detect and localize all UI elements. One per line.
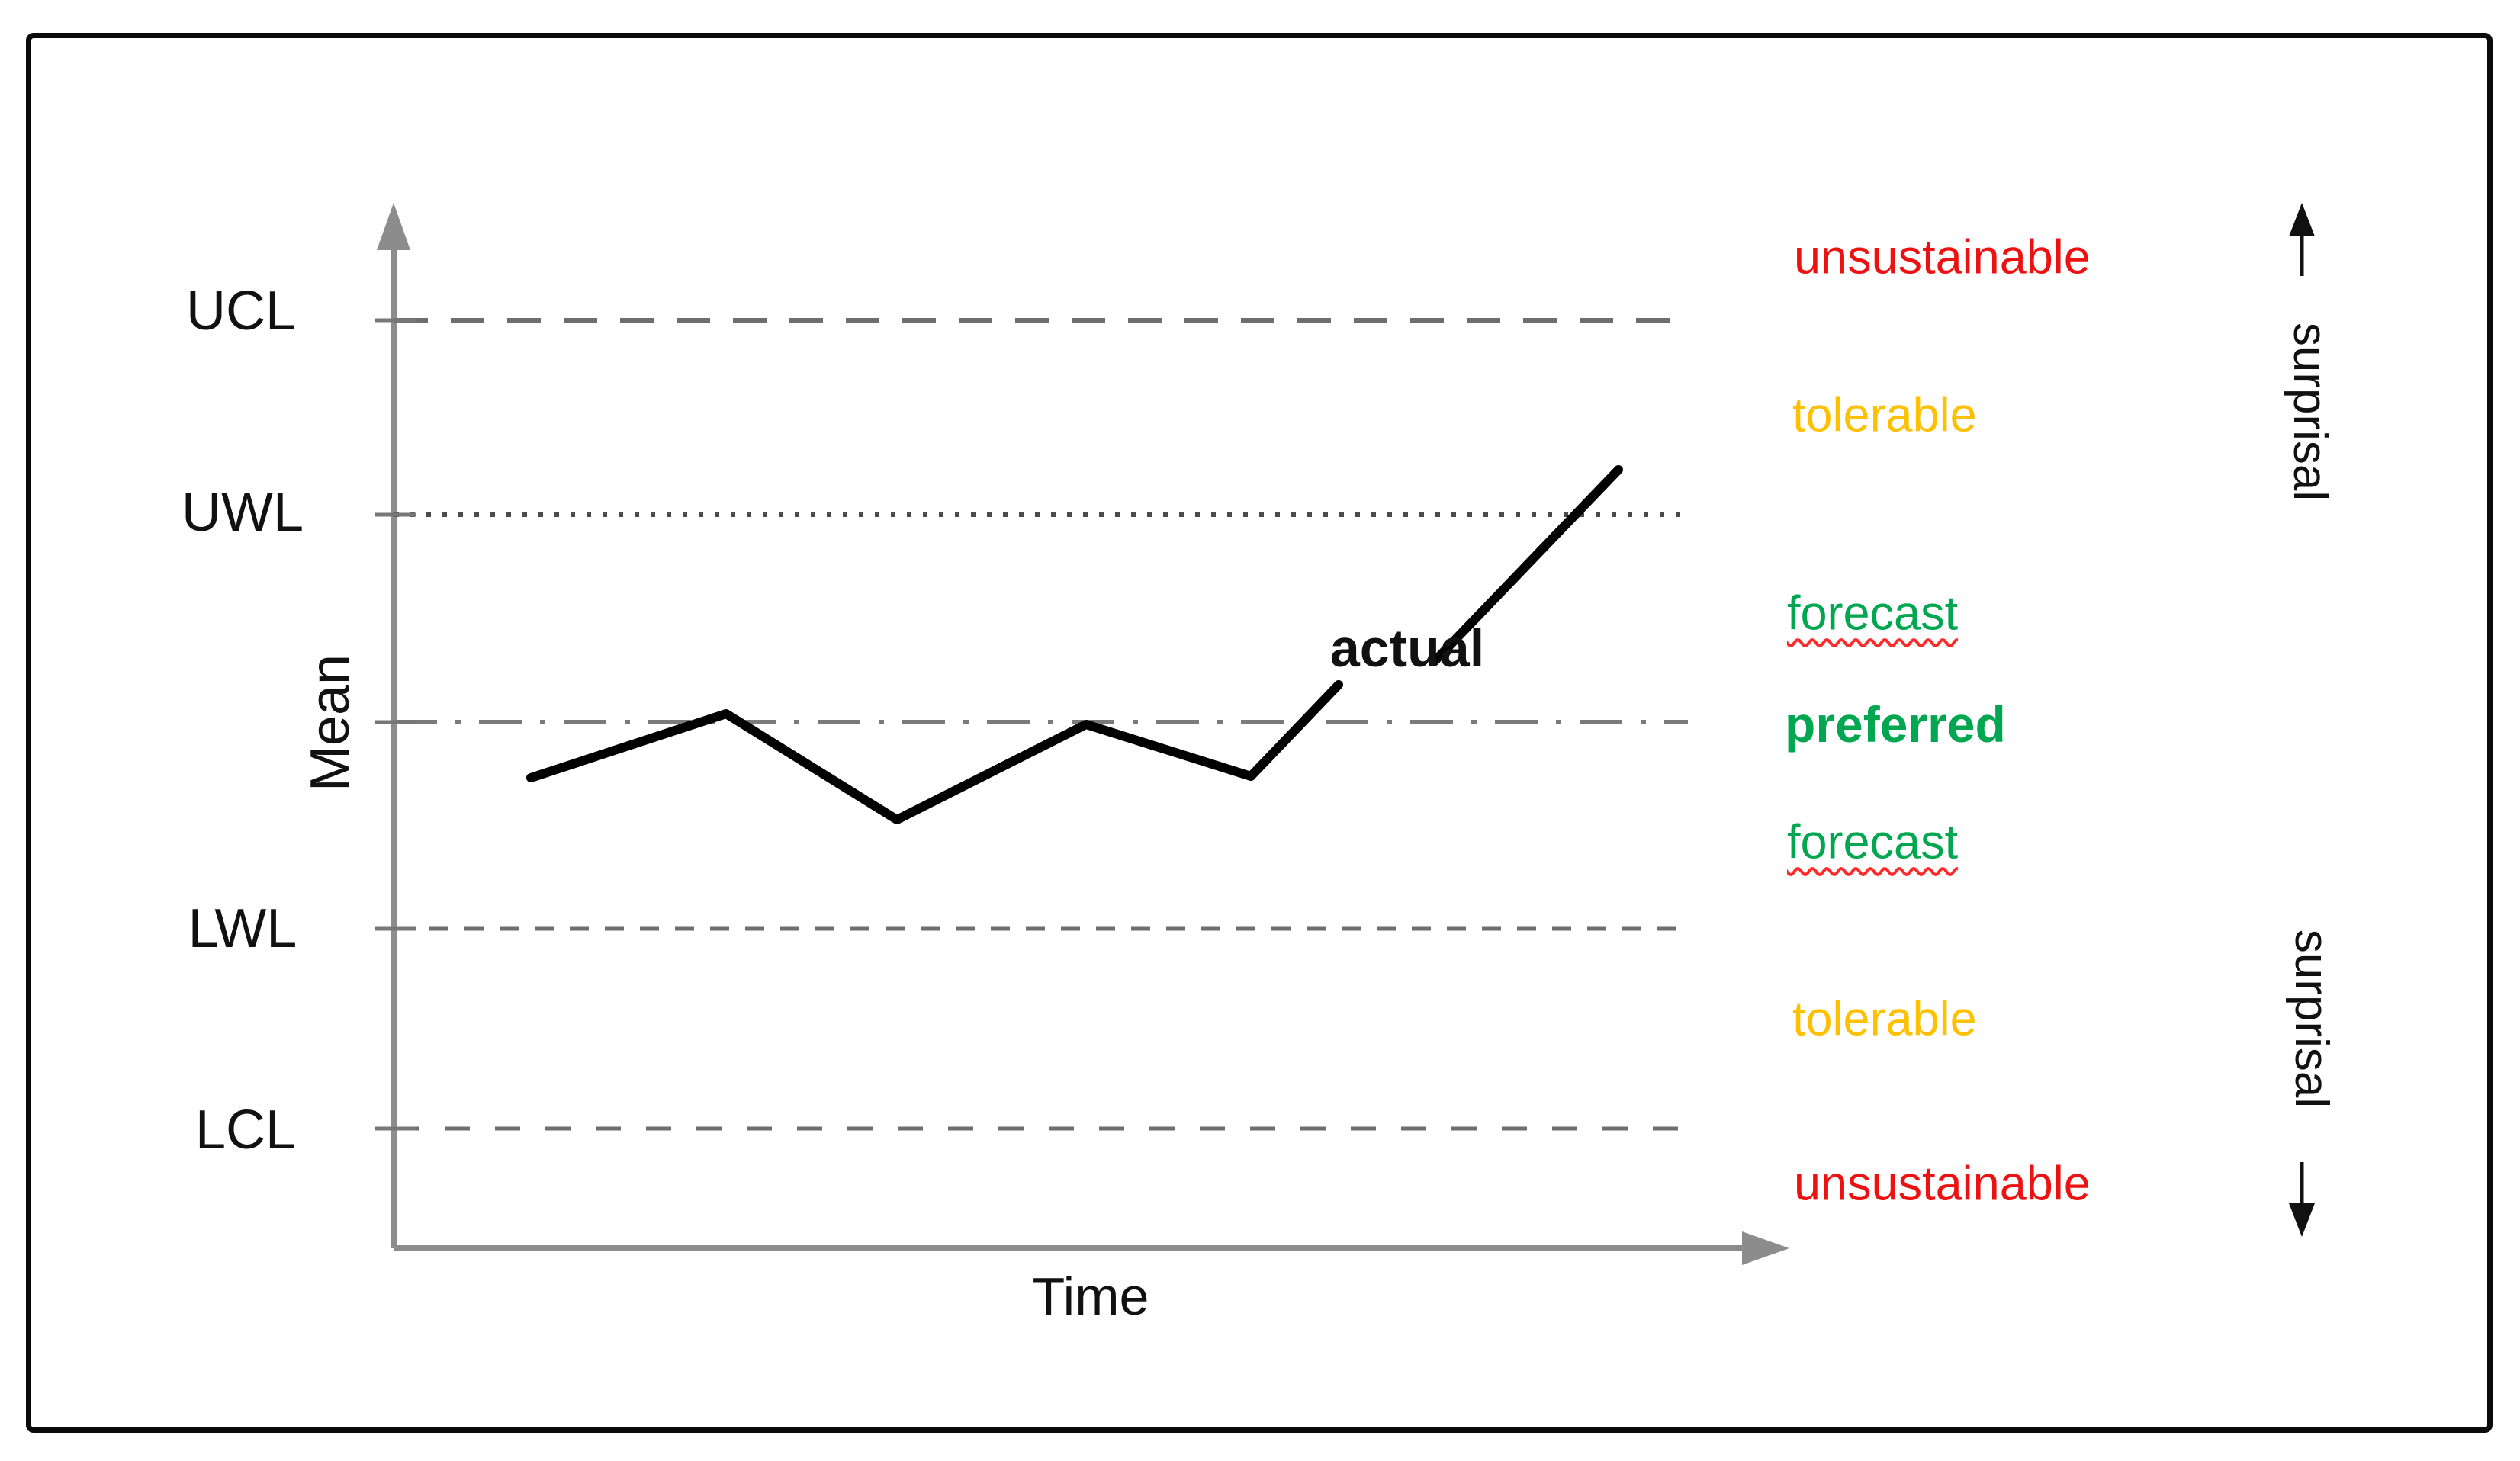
actual-series-label: actual [1329, 618, 1485, 678]
surprisal-arrows [2289, 203, 2315, 1237]
figure-border [26, 33, 2493, 1433]
up-arrow-icon [2289, 203, 2315, 236]
uwl-axis-label: UWL [182, 482, 304, 543]
surprisal-axis-label-upper: surprisal [2284, 322, 2336, 502]
zone-label-forecast-upper: forecast [1787, 586, 1959, 641]
y-axis-arrowhead-icon [377, 203, 410, 250]
surprisal-axis-label-lower: surprisal [2285, 929, 2338, 1109]
zone-label-tolerable-upper: tolerable [1792, 388, 1977, 442]
mean-axis-label: Mean [300, 653, 361, 792]
down-arrow-icon [2289, 1203, 2315, 1237]
axis-ticks [375, 318, 416, 1131]
lcl-axis-label: LCL [194, 1100, 297, 1161]
zone-label-unsustainable-lower: unsustainable [1794, 1157, 2091, 1211]
ucl-axis-label: UCL [185, 281, 297, 342]
time-axis-label: Time [1032, 1267, 1149, 1326]
reference-lines [394, 318, 1688, 1131]
x-axis-arrowhead-icon [1742, 1231, 1789, 1265]
zone-label-preferred: preferred [1785, 696, 2006, 753]
lwl-axis-label: LWL [188, 898, 297, 959]
series-actual [526, 465, 1623, 824]
zone-label-tolerable-lower: tolerable [1792, 992, 1977, 1046]
zone-label-forecast-lower: forecast [1787, 815, 1959, 869]
zone-label-unsustainable-upper: unsustainable [1794, 230, 2091, 284]
axes [377, 203, 1789, 1265]
